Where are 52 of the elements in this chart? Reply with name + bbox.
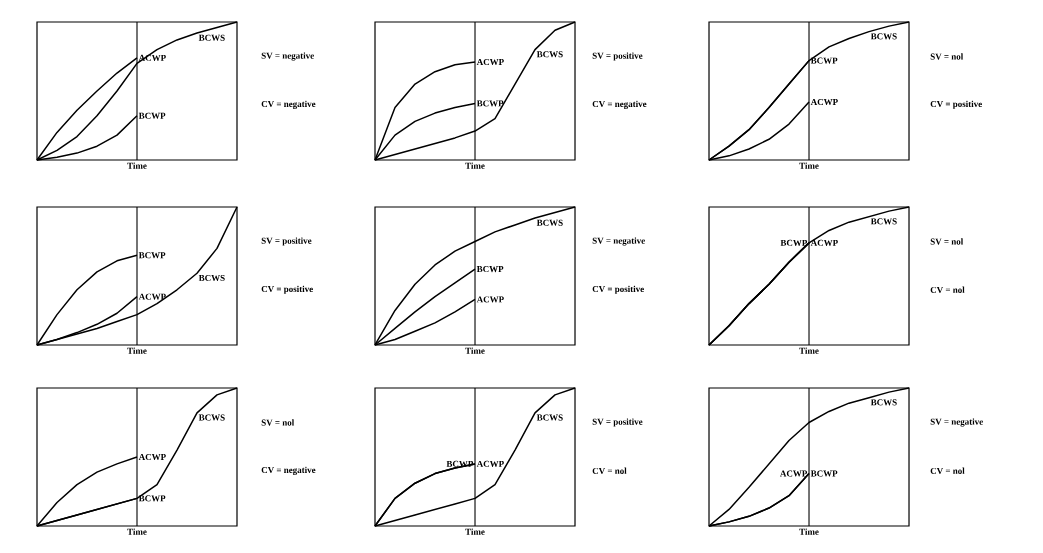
series-label: BCWP <box>476 266 504 273</box>
text: CV = negative <box>592 100 647 109</box>
text: SV = nol <box>261 419 295 426</box>
series-label: BCWS <box>536 414 563 421</box>
series-label: BCWS <box>536 219 563 226</box>
series-label: BCWP <box>138 495 166 502</box>
text: CV = positive <box>930 100 982 109</box>
series-label: BCWP <box>138 252 166 259</box>
text: CV = positive <box>261 285 313 294</box>
x-axis-title: Time <box>799 528 819 535</box>
series-label: BCWP <box>810 470 838 477</box>
series-label: BCWS <box>198 34 225 41</box>
series-label: BCWS <box>198 414 225 421</box>
text: SV = nol <box>930 238 964 245</box>
x-axis-title: Time <box>465 347 485 354</box>
text: CV = nol <box>592 467 627 474</box>
series-label: ACWP <box>810 99 838 106</box>
series-label: ACWP <box>138 453 166 461</box>
series-label: ACWP <box>476 460 504 467</box>
x-axis-title: Time <box>465 162 485 169</box>
series-label: ACWP <box>476 58 504 66</box>
text: CV = negative <box>261 100 316 109</box>
series-label: BCWS <box>536 51 563 58</box>
series-label: ACWP <box>810 239 838 246</box>
text: CV = nol <box>930 467 965 474</box>
series-label: ACWP <box>780 470 808 477</box>
text: SV = positive <box>592 418 643 427</box>
series-label: BCWP <box>810 57 838 64</box>
series-label: BCWS <box>870 33 897 40</box>
series-label: ACWP <box>476 296 504 303</box>
text: SV = positive <box>261 237 312 246</box>
series-label: BCWS <box>870 399 897 406</box>
text: SV = positive <box>592 52 643 61</box>
text: SV = negative <box>592 237 645 246</box>
x-axis-title: Time <box>799 347 819 354</box>
series-label: BCWS <box>870 218 897 225</box>
text: CV = negative <box>261 466 316 475</box>
x-axis-title: Time <box>127 347 147 354</box>
series-label: BCWP <box>476 100 504 107</box>
series-label: BCWS <box>198 274 225 282</box>
x-axis-title: Time <box>127 528 147 535</box>
series-label: ACWP <box>138 293 166 300</box>
x-axis-title: Time <box>465 528 485 535</box>
text: CV = positive <box>592 285 644 294</box>
x-axis-title: Time <box>127 162 147 169</box>
series-label: BCWP <box>138 112 166 119</box>
series-label: BCWP <box>780 239 808 246</box>
text: SV = negative <box>261 52 314 61</box>
text: CV = nol <box>930 286 965 293</box>
text: SV = negative <box>930 418 983 427</box>
text: SV = nol <box>930 53 964 60</box>
x-axis-title: Time <box>799 162 819 169</box>
